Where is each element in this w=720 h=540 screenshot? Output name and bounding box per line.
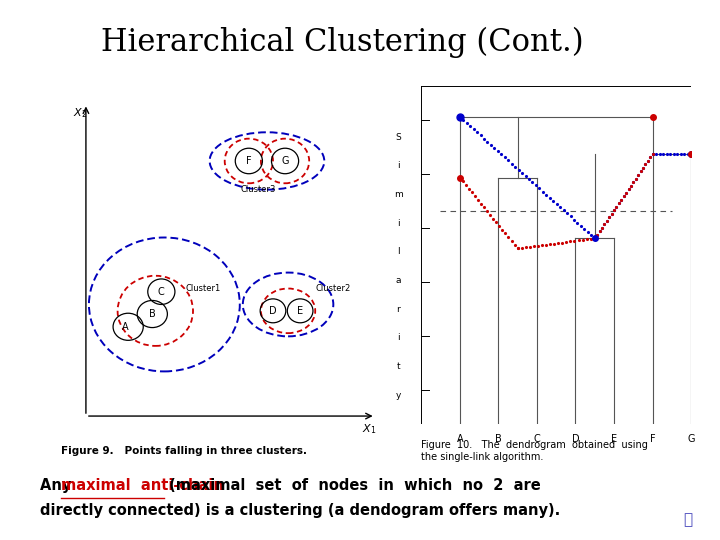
Text: maximal  anti-chain: maximal anti-chain (61, 478, 224, 493)
Text: E: E (297, 306, 303, 316)
Text: D: D (572, 434, 580, 444)
Text: 🔊: 🔊 (683, 512, 692, 527)
Text: l: l (397, 247, 400, 256)
Text: $X_1$: $X_1$ (362, 422, 377, 436)
Text: Hierarchical Clustering (Cont.): Hierarchical Clustering (Cont.) (101, 27, 583, 58)
Text: S: S (395, 132, 401, 141)
Text: m: m (394, 190, 402, 199)
Text: A: A (456, 434, 463, 444)
Text: D: D (269, 306, 276, 316)
Text: A: A (122, 322, 128, 332)
Text: i: i (397, 333, 400, 342)
Text: a: a (395, 276, 401, 285)
Text: (maximal  set  of  nodes  in  which  no  2  are: (maximal set of nodes in which no 2 are (163, 478, 541, 493)
Text: G: G (282, 156, 289, 166)
Text: B: B (149, 309, 156, 319)
Text: Figure  10.   The  dendrogram  obtained  using
the single-link algorithm.: Figure 10. The dendrogram obtained using… (421, 440, 648, 462)
Text: C: C (158, 287, 165, 296)
Text: $X_2$: $X_2$ (73, 106, 87, 120)
Text: F: F (650, 434, 655, 444)
Text: y: y (395, 391, 401, 400)
Text: Cluster2: Cluster2 (315, 284, 351, 293)
Text: G: G (688, 434, 695, 444)
Text: Cluster3: Cluster3 (240, 185, 276, 194)
Text: B: B (495, 434, 502, 444)
Text: F: F (246, 156, 252, 166)
Text: r: r (396, 305, 400, 314)
Text: Cluster1: Cluster1 (186, 284, 221, 293)
Text: t: t (396, 362, 400, 371)
Text: Figure 9.   Points falling in three clusters.: Figure 9. Points falling in three cluste… (60, 446, 307, 456)
Text: C: C (534, 434, 540, 444)
Text: i: i (397, 219, 400, 227)
Text: i: i (397, 161, 400, 170)
Text: E: E (611, 434, 617, 444)
Text: Any: Any (40, 478, 76, 493)
Text: directly connected) is a clustering (a dendogram offers many).: directly connected) is a clustering (a d… (40, 503, 560, 518)
